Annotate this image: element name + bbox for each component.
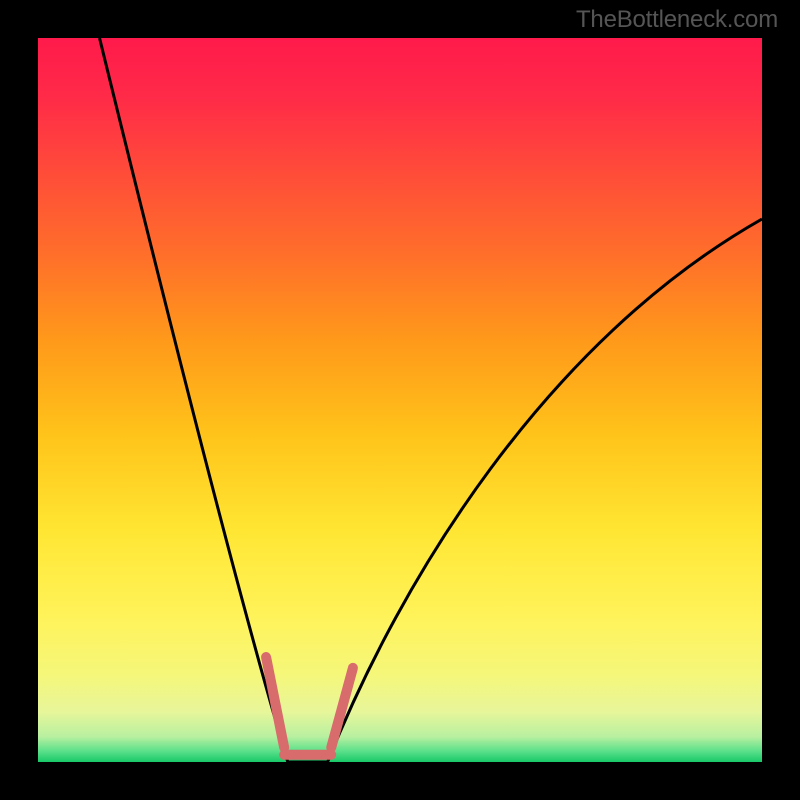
chart-svg xyxy=(38,38,762,762)
chart-background xyxy=(38,38,762,762)
plot-area xyxy=(38,38,762,762)
watermark-text: TheBottleneck.com xyxy=(576,6,778,34)
